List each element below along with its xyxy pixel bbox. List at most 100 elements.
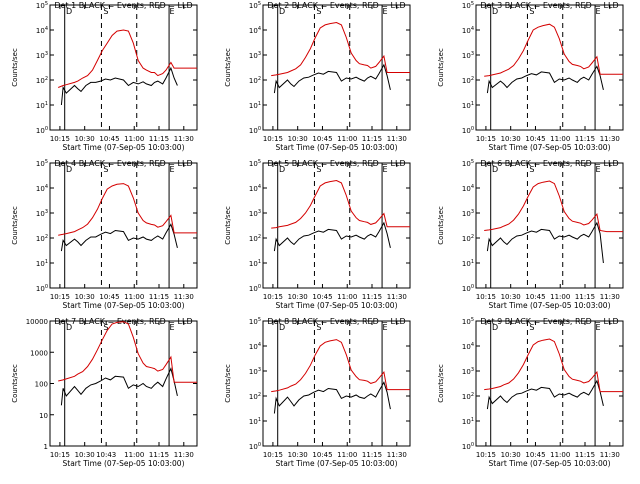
marker-label: S (103, 323, 108, 332)
y-tick-label: 102 (249, 234, 261, 243)
y-tick-label: 100 (249, 126, 261, 135)
y-tick-exponent: 1 (471, 417, 474, 423)
y-tick-label: 103 (462, 51, 474, 60)
y-tick-label: 100 (462, 442, 474, 451)
y-tick-label: 102 (36, 234, 48, 243)
x-tick-label: 11:00 (550, 293, 570, 301)
y-tick-label: 105 (249, 159, 261, 168)
y-tick-exponent: 4 (258, 26, 261, 32)
x-tick-label: 10:45 (525, 451, 545, 459)
x-tick-label: 10:30 (75, 135, 95, 143)
y-tick-label: 104 (462, 342, 474, 351)
y-tick-label: 100 (36, 126, 48, 135)
plot-frame (262, 4, 411, 131)
y-tick-label: 105 (462, 317, 474, 326)
y-tick-label: 105 (249, 1, 261, 10)
x-tick-label: 10:15 (50, 451, 70, 459)
marker-label: S (316, 323, 321, 332)
y-axis-label: Counts/sec (437, 364, 445, 403)
y-axis-label: Counts/sec (224, 48, 232, 87)
x-tick-label: 11:15 (149, 451, 169, 459)
x-tick-label: 11:00 (124, 135, 144, 143)
x-tick-label: 11:00 (337, 135, 357, 143)
marker-label: D (492, 7, 498, 16)
y-tick-exponent: 5 (258, 159, 261, 165)
y-axis-label: Counts/sec (437, 48, 445, 87)
plot-frame (49, 162, 198, 289)
series-red-line (271, 339, 410, 393)
y-tick-exponent: 1 (471, 101, 474, 107)
y-tick-label: 10 (39, 412, 48, 420)
panel-title: Det 2 BLACK = Events, RED = LLD (267, 1, 405, 10)
y-tick-exponent: 0 (471, 284, 474, 290)
y-tick-exponent: 5 (45, 159, 48, 165)
marker-label: E (169, 165, 174, 174)
y-tick-label: 100 (249, 284, 261, 293)
y-tick-exponent: 1 (45, 101, 48, 107)
series-black-line (60, 223, 178, 252)
plot-frame (262, 320, 411, 447)
y-tick-exponent: 0 (471, 126, 474, 132)
x-axis-label: Start Time (07-Sep-05 10:03:00) (489, 459, 611, 468)
y-tick-exponent: 5 (471, 159, 474, 165)
x-tick-label: 10:15 (476, 293, 496, 301)
series-red-line (58, 321, 197, 383)
y-tick-exponent: 4 (45, 26, 48, 32)
y-axis-label: Counts/sec (437, 206, 445, 245)
x-tick-label: 10:30 (288, 451, 308, 459)
y-tick-label: 103 (249, 367, 261, 376)
x-tick-label: 11:30 (174, 135, 194, 143)
y-tick-label: 103 (36, 51, 48, 60)
y-tick-label: 103 (462, 367, 474, 376)
y-tick-label: 101 (249, 259, 261, 268)
marker-label: D (66, 7, 72, 16)
x-tick-label: 10:30 (75, 451, 95, 459)
x-tick-label: 10:30 (288, 293, 308, 301)
y-tick-exponent: 0 (258, 442, 261, 448)
plot-frame (475, 320, 624, 447)
y-axis-label: Counts/sec (11, 48, 19, 87)
y-tick-label: 104 (36, 184, 48, 193)
x-tick-label: 11:15 (149, 135, 169, 143)
y-tick-label: 103 (249, 51, 261, 60)
y-axis-label: Counts/sec (11, 364, 19, 403)
panel-title: Det 3 BLACK = Events, RED = LLD (480, 1, 618, 10)
panel-det-2: Det 2 BLACK = Events, RED = LLD100101102… (224, 1, 411, 152)
y-tick-label: 105 (36, 1, 48, 10)
y-tick-label: 102 (462, 392, 474, 401)
y-tick-label: 101 (462, 259, 474, 268)
x-axis-label: Start Time (07-Sep-05 10:03:00) (276, 459, 398, 468)
x-tick-label: 11:15 (575, 451, 595, 459)
y-tick-label: 100 (35, 381, 48, 389)
panel-title: Det 5 BLACK = Events, RED = LLD (267, 159, 405, 168)
y-tick-label: 104 (462, 184, 474, 193)
marker-label: E (595, 323, 600, 332)
x-tick-label: 10:15 (263, 451, 283, 459)
y-tick-label: 104 (249, 184, 261, 193)
y-tick-exponent: 1 (258, 417, 261, 423)
y-tick-exponent: 3 (258, 51, 261, 57)
y-tick-label: 101 (249, 101, 261, 110)
y-tick-label: 104 (249, 342, 261, 351)
x-axis-label: Start Time (07-Sep-05 10:03:00) (63, 459, 185, 468)
plot-frame (475, 4, 624, 131)
y-tick-exponent: 4 (45, 184, 48, 190)
series-black-line (60, 66, 178, 106)
y-tick-label: 103 (36, 209, 48, 218)
x-tick-label: 11:30 (600, 293, 620, 301)
y-tick-exponent: 2 (258, 392, 261, 398)
marker-label: E (595, 165, 600, 174)
y-tick-label: 102 (249, 392, 261, 401)
panel-det-5: Det 5 BLACK = Events, RED = LLD 100 101 102… (224, 159, 411, 310)
x-tick-label: 11:00 (337, 293, 357, 301)
series-black-line (273, 221, 391, 252)
x-axis-label: Start Time (07-Sep-05 10:03:00) (489, 301, 611, 310)
y-tick-label: 100 (36, 284, 48, 293)
x-tick-label: 10:15 (50, 135, 70, 143)
panel-det-4: Det 4 BLACK = Events, RED = LLD100101102… (11, 159, 198, 310)
marker-label: D (492, 323, 498, 332)
marker-label: D (66, 323, 72, 332)
plot-frame (475, 162, 624, 289)
y-tick-label: 103 (249, 209, 261, 218)
panel-det-6: Det 6 BLACK = Events, RED = LLD100101102… (437, 159, 624, 310)
